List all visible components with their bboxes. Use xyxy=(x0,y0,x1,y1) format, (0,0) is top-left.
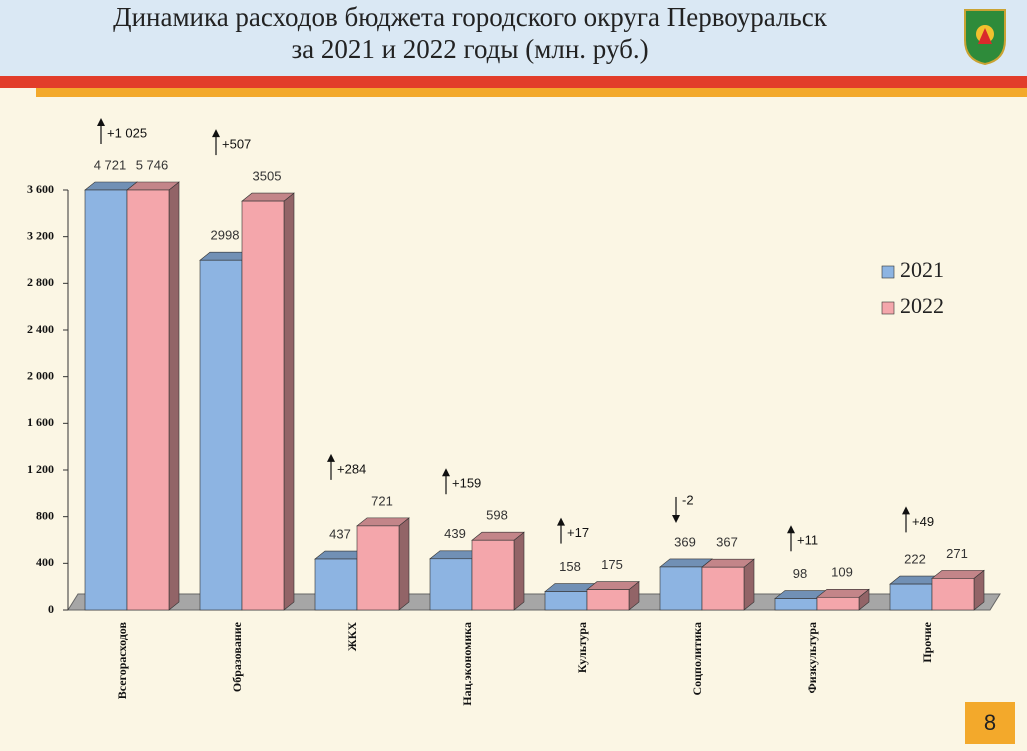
bar xyxy=(429,558,473,611)
subtitle: за 2021 и 2022 годы (млн. руб.) xyxy=(291,34,648,64)
bar xyxy=(931,578,975,611)
value-label: 721 xyxy=(371,493,393,508)
change-arrowhead xyxy=(902,506,910,515)
header-band xyxy=(0,0,1027,76)
value-label: 3505 xyxy=(253,169,282,184)
y-tick-label: 2 400 xyxy=(27,322,54,336)
change-label: +159 xyxy=(452,476,481,491)
value-label: 98 xyxy=(793,566,807,581)
value-label: 437 xyxy=(329,526,351,541)
bar xyxy=(199,259,243,611)
page-number-box xyxy=(965,702,1015,744)
bar xyxy=(84,189,128,611)
value-label: 175 xyxy=(601,557,623,572)
change-arrowhead xyxy=(327,453,335,462)
value-label: 222 xyxy=(904,552,926,567)
bar xyxy=(471,539,515,611)
y-tick-label: 400 xyxy=(36,555,54,569)
bar xyxy=(314,558,358,611)
bar-side xyxy=(513,531,525,611)
legend-label: 2021 xyxy=(900,257,944,282)
x-tick-label: Физкультура xyxy=(805,622,819,694)
logo xyxy=(964,9,1006,66)
bar xyxy=(816,596,860,611)
change-arrowhead xyxy=(97,118,105,126)
change-arrowhead xyxy=(212,129,220,138)
value-label: 5 746 xyxy=(136,157,169,172)
bar-side xyxy=(743,558,755,611)
bar xyxy=(889,583,933,611)
y-tick-label: 1 200 xyxy=(27,462,54,476)
change-arrowhead xyxy=(557,517,565,526)
bar-side xyxy=(283,192,295,611)
y-tick-label: 3 200 xyxy=(27,228,54,242)
title: Динамика расходов бюджета городского окр… xyxy=(113,2,828,32)
value-label: 4 721 xyxy=(94,157,127,172)
change-label: +1 025 xyxy=(107,125,147,140)
value-label: 369 xyxy=(674,534,696,549)
y-tick-label: 800 xyxy=(36,508,54,522)
value-label: 271 xyxy=(946,546,968,561)
x-tick-label: Культура xyxy=(575,622,589,673)
bar-side xyxy=(398,517,410,611)
x-tick-label: Образование xyxy=(230,621,244,692)
bar xyxy=(659,566,703,611)
bar xyxy=(126,189,170,611)
change-label: +507 xyxy=(222,137,251,152)
bar xyxy=(544,591,588,611)
value-label: 158 xyxy=(559,559,581,574)
change-label: +49 xyxy=(912,514,934,529)
page-number: 8 xyxy=(984,710,996,735)
bar xyxy=(586,589,630,611)
y-tick-label: 2 000 xyxy=(27,368,54,382)
legend-swatch xyxy=(881,301,895,315)
y-tick-label: 0 xyxy=(48,602,54,616)
bar-side xyxy=(168,181,180,611)
change-label: +284 xyxy=(337,461,366,476)
header-stripe xyxy=(36,88,1027,97)
x-tick-label: Соцполитика xyxy=(690,622,704,696)
legend-swatch xyxy=(881,265,895,279)
x-tick-label: ЖКХ xyxy=(345,622,359,652)
value-label: 109 xyxy=(831,565,853,580)
bar xyxy=(356,525,400,611)
change-arrowhead xyxy=(672,514,680,523)
x-tick-label: Всегорасходов xyxy=(115,621,129,699)
value-label: 367 xyxy=(716,535,738,550)
change-arrowhead xyxy=(442,468,450,477)
bar xyxy=(701,566,745,611)
change-label: +11 xyxy=(797,533,818,548)
bar xyxy=(774,598,818,611)
change-label: +17 xyxy=(567,525,589,540)
x-tick-label: Нац.экономика xyxy=(460,622,474,706)
header-stripe xyxy=(0,76,1027,88)
bar xyxy=(241,200,285,611)
change-label: -2 xyxy=(682,492,694,507)
y-tick-label: 1 600 xyxy=(27,415,54,429)
y-tick-label: 3 600 xyxy=(27,182,54,196)
value-label: 598 xyxy=(486,508,508,523)
legend-label: 2022 xyxy=(900,293,944,318)
change-arrowhead xyxy=(787,525,795,534)
x-tick-label: Прочие xyxy=(920,621,934,662)
value-label: 2998 xyxy=(211,228,240,243)
value-label: 439 xyxy=(444,526,466,541)
y-tick-label: 2 800 xyxy=(27,275,54,289)
